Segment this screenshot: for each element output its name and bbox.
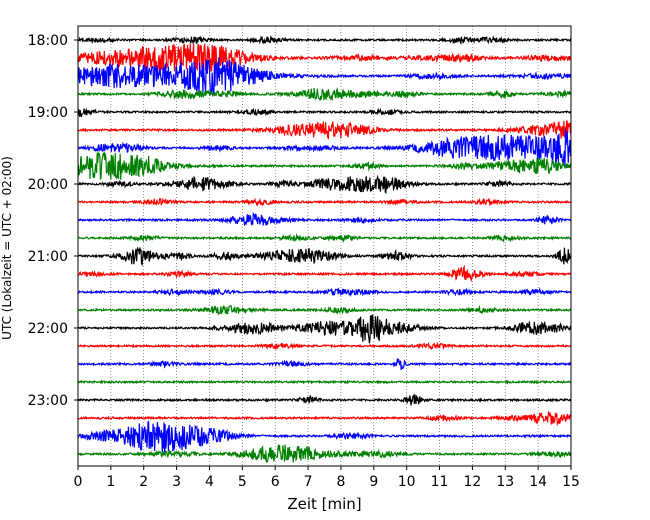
y-tick-label: 18:00 [28,33,68,49]
trace-line [77,246,572,267]
x-tick-label: 10 [398,474,416,490]
y-tick-label: 23:00 [28,393,68,409]
x-tick-label: 6 [271,474,280,490]
trace-line [77,129,572,168]
trace-line [77,410,572,427]
x-tick-label: 13 [496,474,514,490]
trace-line [77,35,572,45]
y-axis-title: UTC (Lokalzeit = UTC + 02:00) [0,156,14,340]
trace-line [77,287,572,298]
x-tick-label: 9 [369,474,378,490]
trace-line [77,341,572,351]
x-tick-label: 11 [431,474,449,490]
trace-line [77,304,572,316]
trace-line [77,379,572,385]
trace-line [77,43,572,73]
y-tick-label: 21:00 [28,249,68,265]
trace-line [77,233,572,243]
plot-frame [77,25,572,467]
trace-line [77,211,572,227]
minute-gridlines [110,26,539,466]
y-tick-label: 22:00 [28,321,68,337]
x-tick-label: 7 [304,474,313,490]
y-axis-ticks: 18:00 19:00 20:00 21:00 22:00 23:00 [28,33,78,409]
trace-line [77,357,572,371]
x-tick-label: 1 [106,474,115,490]
trace-line [77,151,572,180]
x-tick-label: 5 [238,474,247,490]
x-axis-title: Zeit [min] [287,495,361,513]
x-tick-label: 12 [463,474,481,490]
trace-line [77,57,572,96]
trace-line [77,314,572,344]
trace-line [77,197,572,207]
x-tick-label: 8 [336,474,345,490]
y-tick-label: 19:00 [28,105,68,121]
x-tick-label: 2 [139,474,148,490]
trace-line [77,444,572,464]
x-tick-label: 0 [74,474,83,490]
trace-line [77,420,572,453]
x-tick-label: 14 [529,474,547,490]
x-tick-label: 3 [172,474,181,490]
trace-line [77,120,572,140]
y-tick-label: 20:00 [28,177,68,193]
trace-line [77,87,572,102]
x-tick-label: 15 [562,474,580,490]
trace-line [77,174,572,195]
x-axis-ticks: 0 1 2 3 4 5 6 7 8 9 10 11 12 13 14 15 [74,466,580,490]
x-tick-label: 4 [205,474,214,490]
seismogram-traces [77,35,572,464]
trace-line [77,107,572,117]
trace-line [77,264,572,283]
trace-line [77,393,572,406]
